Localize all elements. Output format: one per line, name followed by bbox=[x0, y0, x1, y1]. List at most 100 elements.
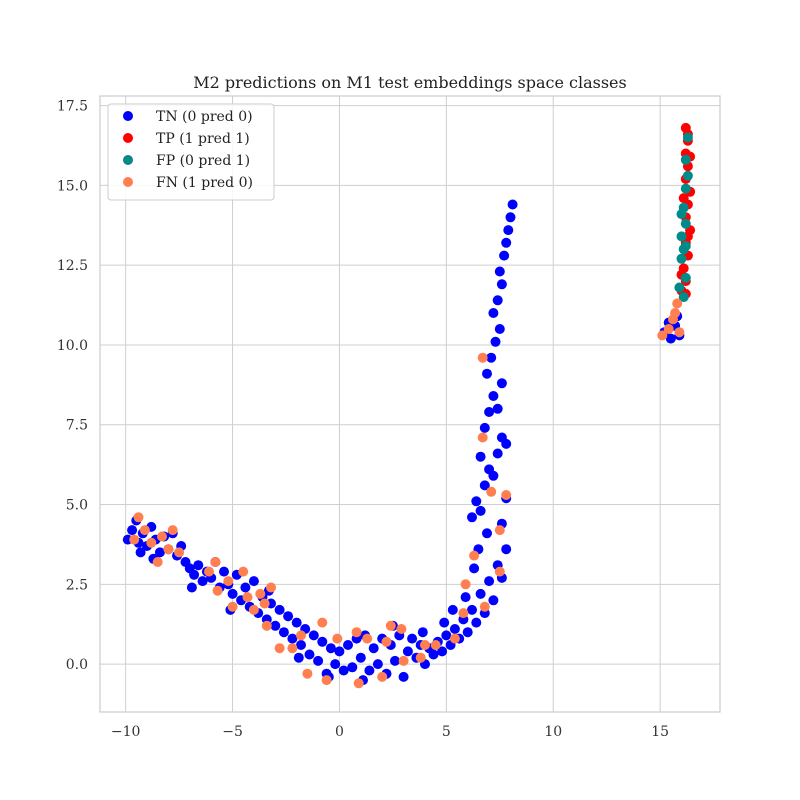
data-point bbox=[381, 636, 392, 647]
data-point bbox=[449, 633, 460, 644]
data-point bbox=[676, 253, 687, 264]
data-point bbox=[174, 547, 185, 558]
data-point bbox=[492, 448, 503, 459]
data-point bbox=[471, 496, 482, 507]
data-points bbox=[122, 122, 696, 689]
data-point bbox=[347, 662, 358, 673]
data-point bbox=[398, 671, 409, 682]
data-point bbox=[458, 608, 469, 619]
data-point bbox=[670, 308, 681, 318]
data-point bbox=[479, 422, 490, 433]
data-point bbox=[372, 659, 383, 670]
data-point bbox=[355, 652, 366, 663]
legend-label: FN (1 pred 0) bbox=[156, 175, 253, 191]
data-point bbox=[462, 627, 473, 638]
series-2-points bbox=[674, 132, 693, 303]
series-0-points bbox=[122, 199, 685, 686]
data-point bbox=[471, 617, 482, 628]
data-point bbox=[238, 566, 249, 577]
data-point bbox=[139, 525, 150, 536]
data-point bbox=[133, 512, 144, 523]
data-point bbox=[278, 627, 289, 638]
data-point bbox=[186, 582, 197, 593]
data-point bbox=[219, 566, 229, 577]
data-point bbox=[304, 649, 315, 660]
legend-box bbox=[107, 103, 275, 201]
data-point bbox=[437, 646, 448, 657]
data-point bbox=[494, 324, 505, 334]
y-tick-label: 12.5 bbox=[57, 258, 88, 274]
data-point bbox=[682, 132, 693, 143]
data-point bbox=[665, 333, 676, 344]
data-point bbox=[503, 225, 514, 236]
data-point bbox=[447, 604, 458, 615]
data-point bbox=[317, 636, 328, 647]
data-point bbox=[420, 640, 430, 650]
y-tick-label: 10.0 bbox=[57, 338, 88, 354]
data-point bbox=[212, 585, 223, 596]
data-point bbox=[227, 588, 238, 599]
data-point bbox=[398, 655, 409, 666]
chart-title: M2 predictions on M1 test embeddings spa… bbox=[193, 73, 626, 92]
data-point bbox=[678, 193, 689, 204]
data-point bbox=[494, 266, 505, 277]
data-point bbox=[505, 212, 516, 223]
data-point bbox=[494, 525, 505, 536]
data-point bbox=[259, 598, 270, 609]
data-point bbox=[672, 298, 683, 309]
data-point bbox=[317, 617, 328, 628]
data-point bbox=[475, 505, 486, 516]
data-point bbox=[266, 582, 276, 593]
y-tick-label: 17.5 bbox=[57, 99, 88, 115]
data-point bbox=[682, 170, 693, 181]
y-tick-label: 2.5 bbox=[66, 577, 88, 593]
data-point bbox=[428, 649, 439, 660]
data-point bbox=[460, 579, 471, 590]
data-point bbox=[417, 627, 428, 638]
data-point bbox=[676, 231, 687, 242]
data-point bbox=[680, 183, 691, 194]
data-point bbox=[255, 588, 266, 599]
data-point bbox=[291, 617, 302, 628]
y-tick-label: 0.0 bbox=[66, 657, 88, 673]
data-point bbox=[674, 327, 685, 338]
legend: TN (0 pred 0) TP (1 pred 1) FP (0 pred 1) F… bbox=[107, 103, 275, 201]
data-point bbox=[469, 563, 480, 574]
data-point bbox=[334, 646, 345, 657]
data-point bbox=[490, 336, 501, 347]
data-point bbox=[680, 154, 691, 165]
series-3-points bbox=[129, 298, 685, 689]
data-point bbox=[152, 557, 163, 567]
data-point bbox=[293, 652, 304, 663]
data-point bbox=[390, 655, 400, 666]
data-point bbox=[492, 295, 503, 306]
data-point bbox=[488, 470, 499, 481]
data-point bbox=[501, 438, 512, 449]
data-point bbox=[467, 604, 477, 615]
data-point bbox=[270, 620, 281, 631]
data-point bbox=[240, 582, 251, 593]
y-tick-label: 15.0 bbox=[57, 178, 88, 194]
data-point bbox=[482, 528, 492, 539]
data-point bbox=[223, 576, 234, 587]
legend-marker bbox=[123, 177, 133, 187]
data-point bbox=[227, 601, 238, 612]
data-point bbox=[501, 490, 512, 500]
data-point bbox=[488, 308, 499, 318]
data-point bbox=[449, 624, 460, 634]
data-point bbox=[402, 646, 413, 657]
data-point bbox=[479, 601, 490, 612]
data-point bbox=[467, 512, 477, 523]
data-point bbox=[157, 531, 167, 542]
data-point bbox=[353, 678, 364, 689]
x-tick-label: 15 bbox=[651, 724, 669, 740]
data-point bbox=[680, 218, 691, 229]
legend-marker bbox=[123, 155, 133, 165]
data-point bbox=[475, 451, 486, 462]
data-point bbox=[477, 352, 488, 363]
data-point bbox=[167, 525, 178, 536]
data-point bbox=[242, 592, 253, 603]
data-point bbox=[680, 241, 691, 251]
data-point bbox=[362, 633, 373, 644]
